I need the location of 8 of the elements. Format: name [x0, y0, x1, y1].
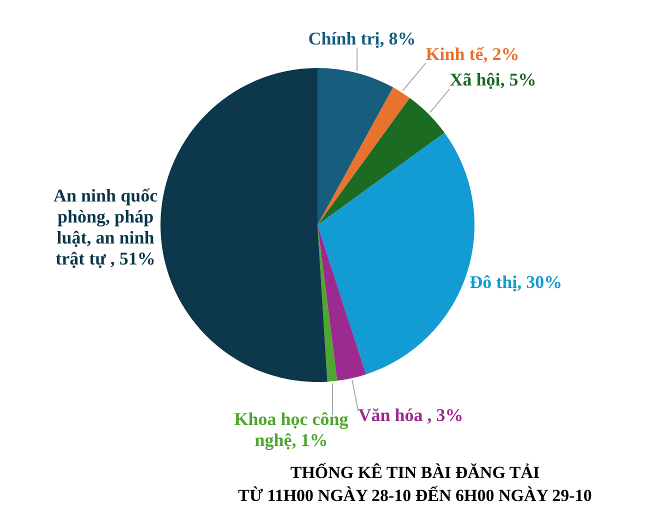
slice-label: Khoa học công nghệ, 1%	[234, 408, 348, 450]
slice-label: Chính trị, 8%	[308, 28, 416, 48]
slice-label: An ninh quốc phòng, pháp luật, an ninh trật tự , 51%	[54, 186, 158, 269]
slice-label: Kinh tế, 2%	[426, 44, 520, 64]
slice-label: Đô thị, 30%	[470, 272, 562, 292]
text: THỐNG KÊ TIN BÀI ĐĂNG TẢI TỪ 11H00 NGÀY 28-10 ĐẾN 6H00 NGÀY 29-10	[237, 462, 593, 507]
slice-label: Văn hóa , 3%	[358, 405, 464, 426]
slice-label: Xã hội, 5%	[450, 69, 536, 90]
